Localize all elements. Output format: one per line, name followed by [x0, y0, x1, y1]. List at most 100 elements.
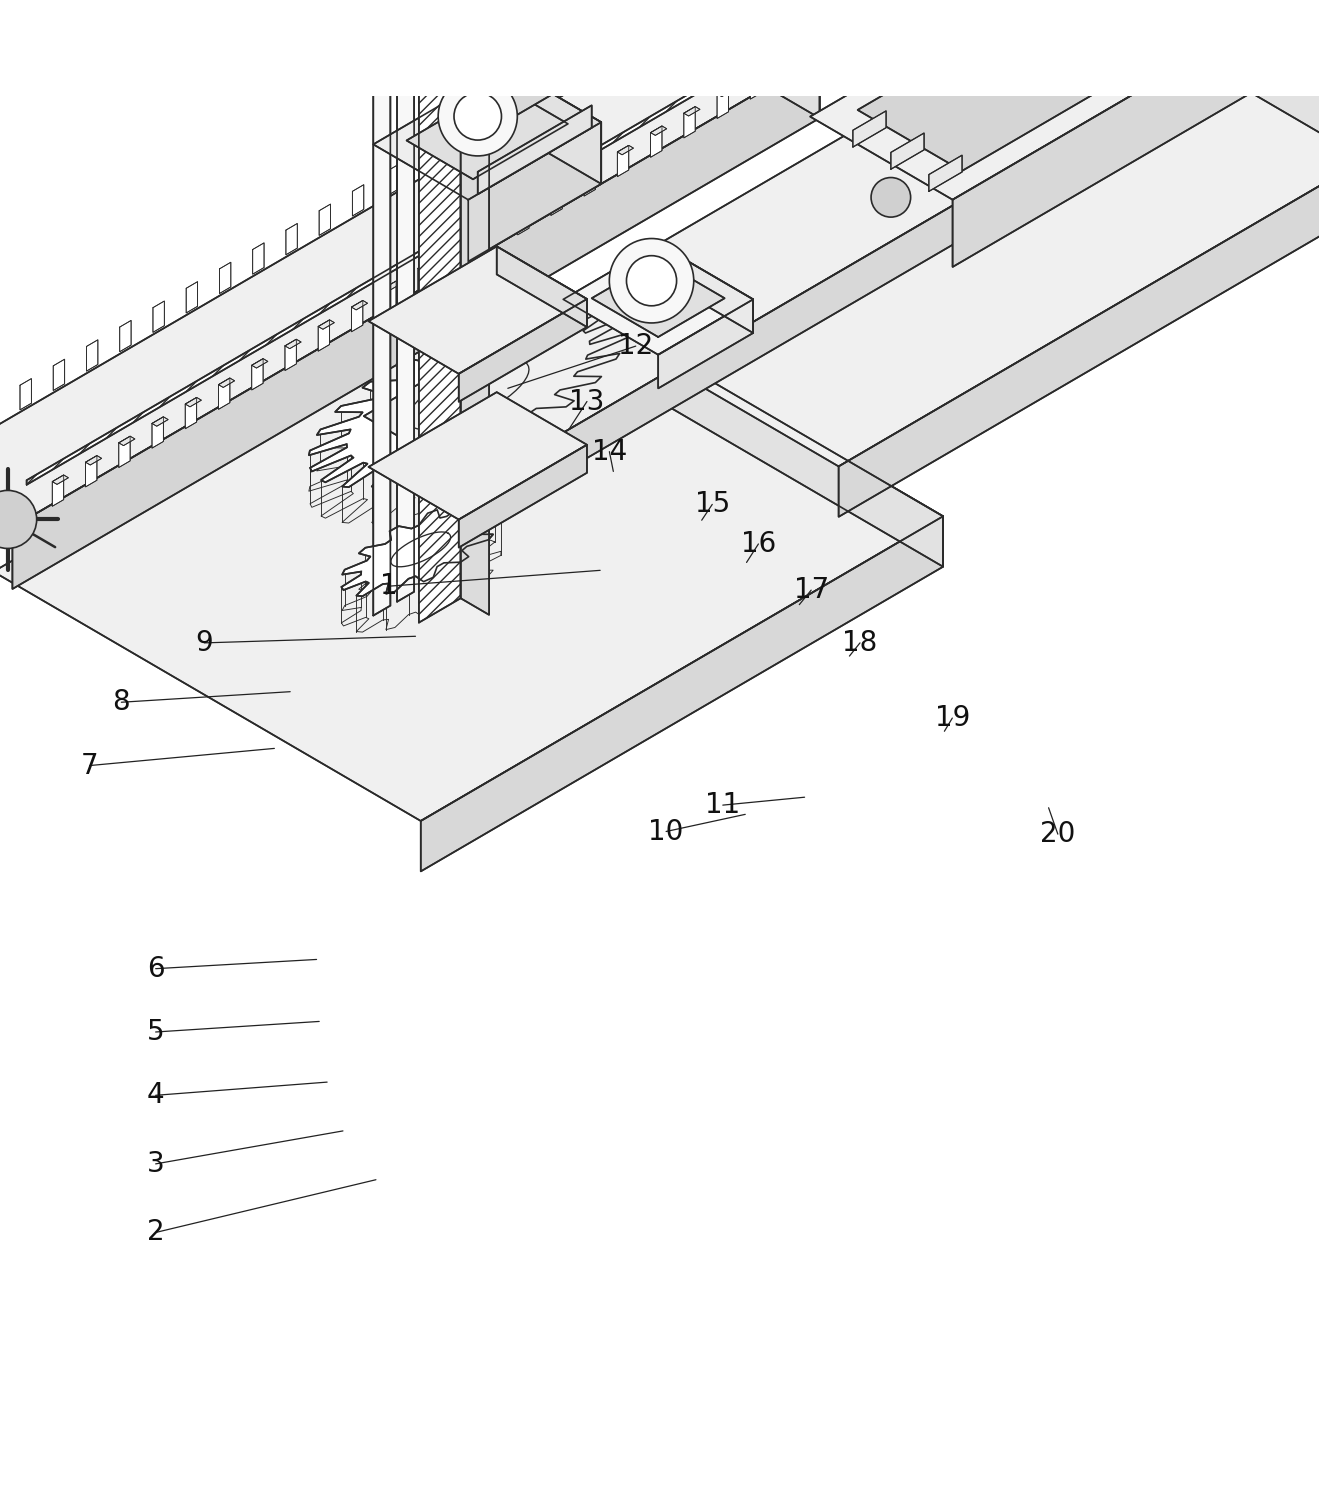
Polygon shape: [319, 204, 331, 236]
Polygon shape: [20, 379, 32, 409]
Polygon shape: [751, 68, 761, 100]
Polygon shape: [485, 107, 497, 139]
Polygon shape: [506, 66, 601, 184]
Text: 5: 5: [146, 1018, 165, 1046]
Polygon shape: [551, 184, 562, 216]
Polygon shape: [929, 156, 962, 192]
Polygon shape: [452, 127, 463, 159]
Polygon shape: [385, 281, 401, 290]
Polygon shape: [468, 122, 601, 261]
Text: 13: 13: [570, 388, 604, 415]
Polygon shape: [286, 223, 297, 255]
Polygon shape: [1076, 0, 1190, 106]
Polygon shape: [318, 320, 334, 329]
Polygon shape: [418, 261, 429, 293]
Polygon shape: [890, 133, 925, 169]
Text: 14: 14: [592, 438, 627, 465]
Polygon shape: [839, 134, 1319, 516]
Polygon shape: [219, 378, 230, 409]
Polygon shape: [285, 340, 297, 370]
Polygon shape: [477, 106, 592, 195]
Polygon shape: [1115, 0, 1257, 89]
Polygon shape: [584, 165, 600, 174]
Polygon shape: [810, 0, 1257, 199]
Polygon shape: [352, 184, 364, 216]
Circle shape: [0, 491, 37, 548]
Polygon shape: [253, 243, 264, 275]
Polygon shape: [658, 299, 753, 388]
Polygon shape: [406, 85, 568, 180]
Polygon shape: [373, 66, 601, 199]
Polygon shape: [0, 2, 819, 527]
Text: 18: 18: [843, 628, 877, 657]
Polygon shape: [551, 184, 567, 193]
Polygon shape: [652, 11, 663, 41]
Polygon shape: [53, 359, 65, 391]
Text: 20: 20: [1041, 820, 1075, 849]
Text: 6: 6: [146, 954, 165, 983]
Polygon shape: [119, 436, 131, 468]
Polygon shape: [53, 476, 69, 485]
Polygon shape: [318, 320, 330, 352]
Circle shape: [454, 92, 501, 140]
Polygon shape: [86, 456, 96, 486]
Polygon shape: [186, 282, 198, 313]
Polygon shape: [120, 320, 131, 352]
Polygon shape: [351, 300, 363, 332]
Polygon shape: [517, 204, 529, 236]
Polygon shape: [219, 263, 231, 293]
Polygon shape: [518, 88, 530, 119]
Polygon shape: [12, 56, 819, 589]
Polygon shape: [397, 20, 414, 601]
Text: 8: 8: [112, 689, 131, 716]
Polygon shape: [185, 397, 202, 406]
Polygon shape: [418, 261, 434, 272]
Polygon shape: [368, 393, 587, 519]
Polygon shape: [619, 30, 629, 60]
Polygon shape: [152, 417, 168, 426]
Polygon shape: [484, 223, 500, 233]
Polygon shape: [718, 88, 733, 97]
Polygon shape: [592, 260, 724, 337]
Polygon shape: [119, 436, 135, 445]
Polygon shape: [584, 165, 595, 196]
Polygon shape: [751, 68, 766, 77]
Polygon shape: [342, 503, 501, 596]
Polygon shape: [497, 246, 587, 328]
Polygon shape: [484, 223, 496, 254]
Text: 16: 16: [741, 530, 776, 559]
Polygon shape: [53, 476, 63, 506]
Polygon shape: [516, 267, 943, 566]
Polygon shape: [87, 340, 98, 371]
Polygon shape: [460, 0, 489, 615]
Polygon shape: [551, 68, 563, 100]
Polygon shape: [525, 0, 663, 30]
Text: 11: 11: [706, 791, 740, 818]
Polygon shape: [350, 0, 663, 98]
Polygon shape: [385, 281, 396, 313]
Polygon shape: [572, 0, 1319, 467]
Polygon shape: [650, 125, 662, 157]
Polygon shape: [683, 107, 700, 116]
Text: 9: 9: [195, 628, 214, 657]
Polygon shape: [185, 397, 197, 429]
Polygon shape: [373, 33, 390, 616]
Text: 12: 12: [619, 332, 653, 359]
Polygon shape: [153, 300, 165, 332]
Polygon shape: [1142, 0, 1319, 184]
Polygon shape: [385, 165, 397, 196]
Polygon shape: [459, 299, 587, 402]
Polygon shape: [26, 65, 739, 485]
Polygon shape: [219, 378, 235, 388]
Polygon shape: [853, 110, 886, 146]
Circle shape: [609, 239, 694, 323]
Polygon shape: [368, 246, 587, 374]
Polygon shape: [459, 445, 587, 548]
Text: 4: 4: [146, 1081, 165, 1110]
Polygon shape: [351, 300, 368, 310]
Polygon shape: [952, 23, 1257, 267]
Polygon shape: [718, 88, 728, 118]
Polygon shape: [419, 146, 430, 177]
Polygon shape: [617, 145, 629, 177]
Polygon shape: [617, 145, 633, 156]
